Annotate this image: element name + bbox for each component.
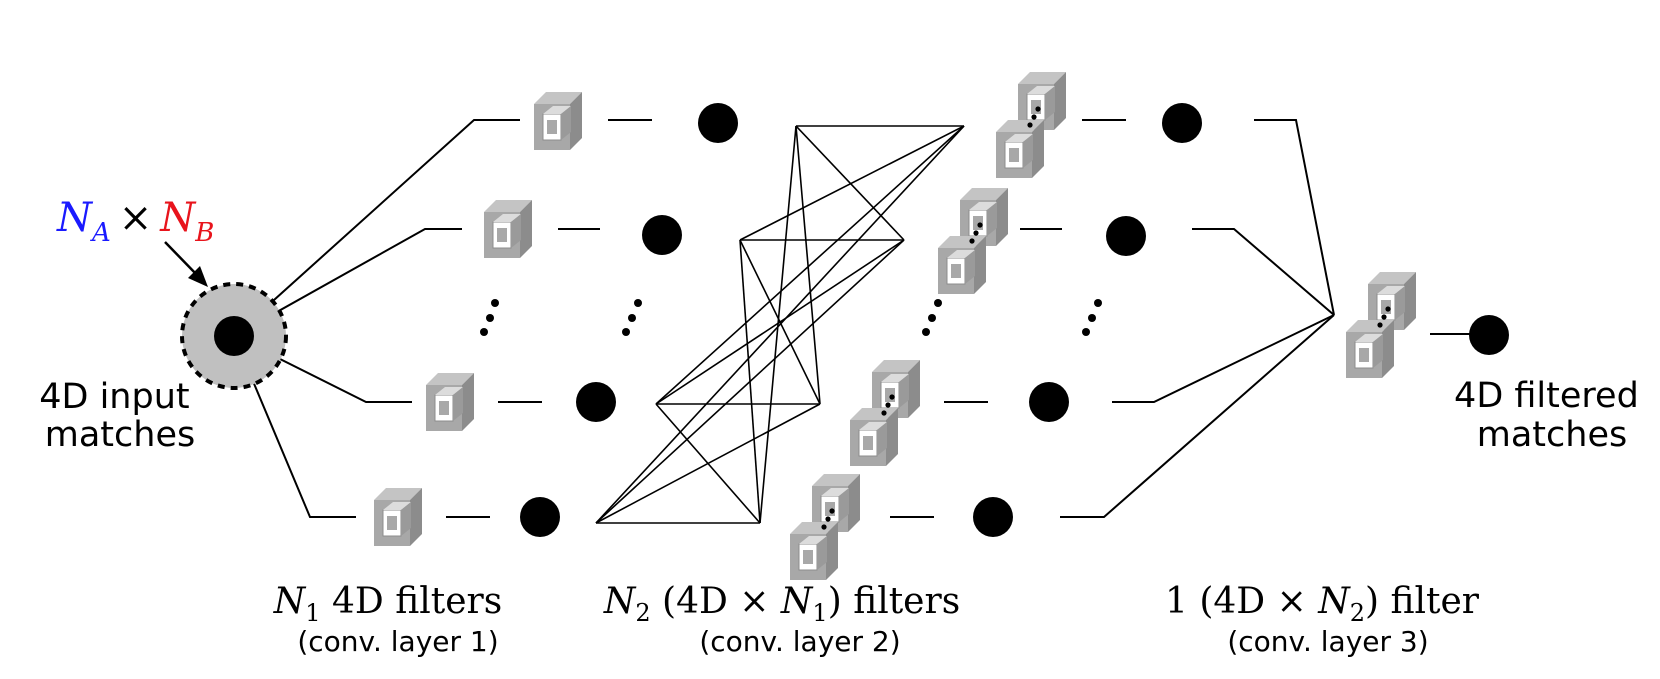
layer2-subcaption: (conv. layer 2) xyxy=(699,625,900,658)
feature-node xyxy=(576,382,616,422)
output-label-line2: matches xyxy=(1477,415,1627,455)
mesh-edge xyxy=(795,125,905,241)
layer3-caption: 1 (4D × N2) filter xyxy=(1165,581,1480,627)
input-arrow-icon xyxy=(164,241,208,287)
feature-node xyxy=(973,497,1013,537)
layer1-caption: N1 4D filters xyxy=(273,581,502,627)
layer3-connections xyxy=(1060,119,1335,518)
feature-node xyxy=(642,215,682,255)
mesh-edge xyxy=(595,403,821,524)
svg-text:4D input matches: 4D input matches xyxy=(39,377,201,455)
stacked-cube-icon xyxy=(996,72,1066,178)
feature-node xyxy=(1106,216,1146,256)
input-label-line2: matches xyxy=(45,415,195,455)
layer2-nodes xyxy=(973,103,1202,537)
layer1-subcaption: (conv. layer 1) xyxy=(297,625,498,658)
cube-icon xyxy=(373,487,423,547)
layer1-filters xyxy=(373,91,583,547)
feature-node xyxy=(1029,382,1069,422)
stacked-cube-icon xyxy=(790,474,860,580)
input-node xyxy=(180,282,288,390)
layer1-nodes xyxy=(520,103,738,537)
mesh-edge xyxy=(795,125,821,405)
mesh-edge xyxy=(655,239,905,405)
feature-node xyxy=(1162,103,1202,143)
stacked-cube-icon xyxy=(938,188,1008,294)
cube-icon xyxy=(533,91,583,151)
mesh-edge xyxy=(595,239,905,524)
input-formula: NA × NB xyxy=(56,195,214,248)
input-label-line1: 4D input xyxy=(39,377,189,417)
cube-icon xyxy=(425,372,475,432)
feature-node xyxy=(698,103,738,143)
layer2-filters xyxy=(790,72,1066,580)
mesh-edge xyxy=(739,125,965,241)
mesh-edge xyxy=(655,125,965,405)
layer2-connections xyxy=(595,125,965,524)
svg-text:4D filtered matches: 4D filtered matches xyxy=(1454,376,1650,455)
mesh-edge xyxy=(595,125,965,524)
output-node xyxy=(1469,315,1509,355)
layer2-output-lines xyxy=(890,119,1126,518)
feature-node xyxy=(520,497,560,537)
stacked-cube-icon xyxy=(850,360,920,466)
mesh-edge xyxy=(759,125,797,524)
cube-icon xyxy=(483,199,533,259)
output-label-line1: 4D filtered xyxy=(1454,376,1639,416)
layer2-caption: N2 (4D × N1) filters xyxy=(603,581,960,627)
layer3-subcaption: (conv. layer 3) xyxy=(1227,625,1428,658)
ellipsis-dots xyxy=(480,299,1102,336)
layer1-output-lines xyxy=(446,119,652,518)
stacked-cube-icon xyxy=(1346,272,1416,378)
